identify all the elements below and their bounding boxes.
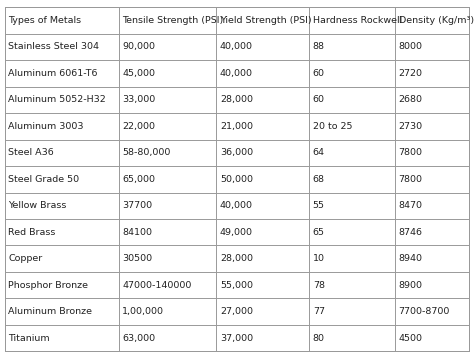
- Text: 1,00,000: 1,00,000: [122, 307, 164, 316]
- Text: 36,000: 36,000: [220, 148, 253, 157]
- Text: 8000: 8000: [399, 42, 423, 51]
- Text: Steel A36: Steel A36: [9, 148, 54, 157]
- Text: 64: 64: [313, 148, 325, 157]
- Text: Hardness Rockwell: Hardness Rockwell: [313, 16, 402, 25]
- Text: Red Brass: Red Brass: [9, 228, 56, 237]
- Text: 60: 60: [313, 69, 325, 78]
- Text: Tensile Strength (PSI): Tensile Strength (PSI): [122, 16, 224, 25]
- Text: Yellow Brass: Yellow Brass: [9, 201, 67, 210]
- Text: 28,000: 28,000: [220, 95, 253, 104]
- Text: 28,000: 28,000: [220, 254, 253, 263]
- Text: 45,000: 45,000: [122, 69, 155, 78]
- Text: 4500: 4500: [399, 334, 423, 343]
- Text: 50,000: 50,000: [220, 175, 253, 184]
- Text: 8900: 8900: [399, 281, 423, 290]
- Text: Phosphor Bronze: Phosphor Bronze: [9, 281, 89, 290]
- Text: 90,000: 90,000: [122, 42, 155, 51]
- Text: Steel Grade 50: Steel Grade 50: [9, 175, 80, 184]
- Text: 8746: 8746: [399, 228, 423, 237]
- Text: 40,000: 40,000: [220, 69, 253, 78]
- Text: Titanium: Titanium: [9, 334, 50, 343]
- Text: 40,000: 40,000: [220, 42, 253, 51]
- Text: 10: 10: [313, 254, 325, 263]
- Text: 63,000: 63,000: [122, 334, 155, 343]
- Text: 55: 55: [313, 201, 325, 210]
- Text: 7800: 7800: [399, 148, 423, 157]
- Text: 2720: 2720: [399, 69, 423, 78]
- Text: 7700-8700: 7700-8700: [399, 307, 450, 316]
- Text: 88: 88: [313, 42, 325, 51]
- Text: 7800: 7800: [399, 175, 423, 184]
- Text: 65: 65: [313, 228, 325, 237]
- Text: Aluminum 6061-T6: Aluminum 6061-T6: [9, 69, 98, 78]
- Text: 8470: 8470: [399, 201, 423, 210]
- Text: 2730: 2730: [399, 122, 423, 131]
- Text: 2680: 2680: [399, 95, 423, 104]
- Text: 20 to 25: 20 to 25: [313, 122, 352, 131]
- Text: 8940: 8940: [399, 254, 423, 263]
- Text: 68: 68: [313, 175, 325, 184]
- Text: 77: 77: [313, 307, 325, 316]
- Text: 65,000: 65,000: [122, 175, 155, 184]
- Text: Copper: Copper: [9, 254, 43, 263]
- Text: 22,000: 22,000: [122, 122, 155, 131]
- Text: 40,000: 40,000: [220, 201, 253, 210]
- Text: 27,000: 27,000: [220, 307, 253, 316]
- Text: 37700: 37700: [122, 201, 152, 210]
- Text: 47000-140000: 47000-140000: [122, 281, 191, 290]
- Text: Aluminum 3003: Aluminum 3003: [9, 122, 84, 131]
- Text: 58-80,000: 58-80,000: [122, 148, 171, 157]
- Text: 49,000: 49,000: [220, 228, 253, 237]
- Text: 84100: 84100: [122, 228, 152, 237]
- Text: 55,000: 55,000: [220, 281, 253, 290]
- Text: 30500: 30500: [122, 254, 152, 263]
- Text: 37,000: 37,000: [220, 334, 253, 343]
- Text: Aluminum Bronze: Aluminum Bronze: [9, 307, 92, 316]
- Text: 33,000: 33,000: [122, 95, 155, 104]
- Text: 60: 60: [313, 95, 325, 104]
- Text: 80: 80: [313, 334, 325, 343]
- Text: Stainless Steel 304: Stainless Steel 304: [9, 42, 100, 51]
- Text: 78: 78: [313, 281, 325, 290]
- Text: Yield Strength (PSI): Yield Strength (PSI): [220, 16, 311, 25]
- Text: Aluminum 5052-H32: Aluminum 5052-H32: [9, 95, 106, 104]
- Text: 21,000: 21,000: [220, 122, 253, 131]
- Text: Density (Kg/m³): Density (Kg/m³): [399, 16, 474, 25]
- Text: Types of Metals: Types of Metals: [9, 16, 82, 25]
